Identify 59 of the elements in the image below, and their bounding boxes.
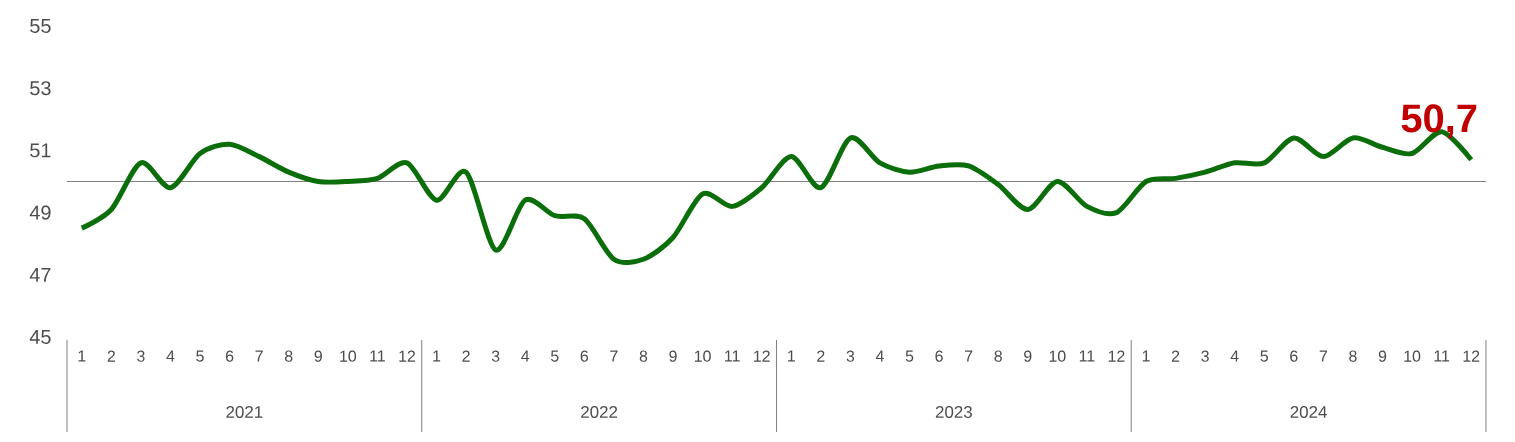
x-tick-label: 5 (1260, 350, 1269, 362)
x-tick-label: 8 (994, 350, 1002, 362)
x-tick-label: 10 (694, 350, 711, 362)
x-tick-label: 12 (399, 350, 416, 362)
y-tick-label: 51 (30, 143, 51, 158)
x-tick-label: 8 (639, 350, 648, 362)
x-tick-label: 3 (491, 350, 500, 362)
x-tick-label: 2 (107, 350, 115, 362)
x-tick-label: 11 (725, 350, 740, 362)
x-tick-label: 12 (1463, 350, 1480, 362)
x-tick-label: 4 (521, 350, 530, 362)
x-tick-label: 10 (1049, 350, 1066, 362)
x-tick-label: 12 (754, 350, 770, 362)
x-tick-label: 11 (1079, 350, 1095, 362)
y-tick-label: 53 (30, 81, 51, 96)
y-tick-label: 47 (29, 267, 51, 282)
x-tick-label: 10 (1404, 350, 1421, 362)
x-tick-label: 3 (137, 350, 145, 362)
x-tick-label: 8 (284, 350, 293, 362)
x-tick-label: 10 (340, 350, 357, 362)
x-tick-label: 1 (788, 350, 795, 362)
x-tick-label: 9 (1378, 350, 1387, 362)
x-tick-label: 6 (580, 350, 589, 362)
x-tick-label: 12 (1108, 350, 1125, 362)
x-tick-label: 5 (196, 350, 204, 362)
x-tick-label: 8 (1349, 350, 1357, 362)
x-tick-label: 6 (225, 350, 234, 362)
x-tick-label: 1 (78, 350, 86, 362)
x-tick-label: 7 (610, 350, 618, 362)
x-tick-label: 1 (433, 350, 441, 362)
x-tick-label: 4 (166, 350, 175, 362)
x-tick-label: 1 (1142, 350, 1150, 362)
x-tick-label: 4 (875, 350, 884, 362)
text: 2021 (226, 406, 263, 418)
x-tick-label: 5 (905, 350, 914, 362)
x-tick-label: 9 (669, 350, 677, 362)
text: 2024 (1290, 406, 1327, 418)
x-tick-label: 4 (1230, 350, 1239, 362)
x-tick-label: 9 (314, 350, 322, 362)
x-tick-label: 7 (255, 350, 263, 362)
x-tick-label: 9 (1024, 350, 1032, 362)
x-tick-label: 11 (370, 350, 385, 362)
text: 2022 (581, 406, 618, 418)
x-tick-label: 2 (817, 350, 825, 362)
x-tick-label: 11 (1434, 350, 1450, 362)
y-tick-label: 45 (29, 330, 51, 344)
x-tick-label: 2 (462, 350, 470, 362)
x-tick-label: 5 (550, 350, 559, 362)
text: 2023 (935, 406, 972, 418)
x-tick-label: 6 (1290, 350, 1298, 362)
y-tick-label: 49 (29, 205, 51, 220)
x-tick-label: 7 (1319, 350, 1327, 362)
x-tick-label: 3 (846, 350, 855, 362)
y-tick-label: 55 (30, 19, 51, 33)
x-tick-label: 2 (1171, 350, 1180, 362)
data-label: 50,7 (1401, 104, 1477, 139)
x-tick-label: 6 (935, 350, 943, 362)
x-tick-label: 3 (1201, 350, 1209, 362)
x-tick-label: 7 (965, 350, 973, 362)
